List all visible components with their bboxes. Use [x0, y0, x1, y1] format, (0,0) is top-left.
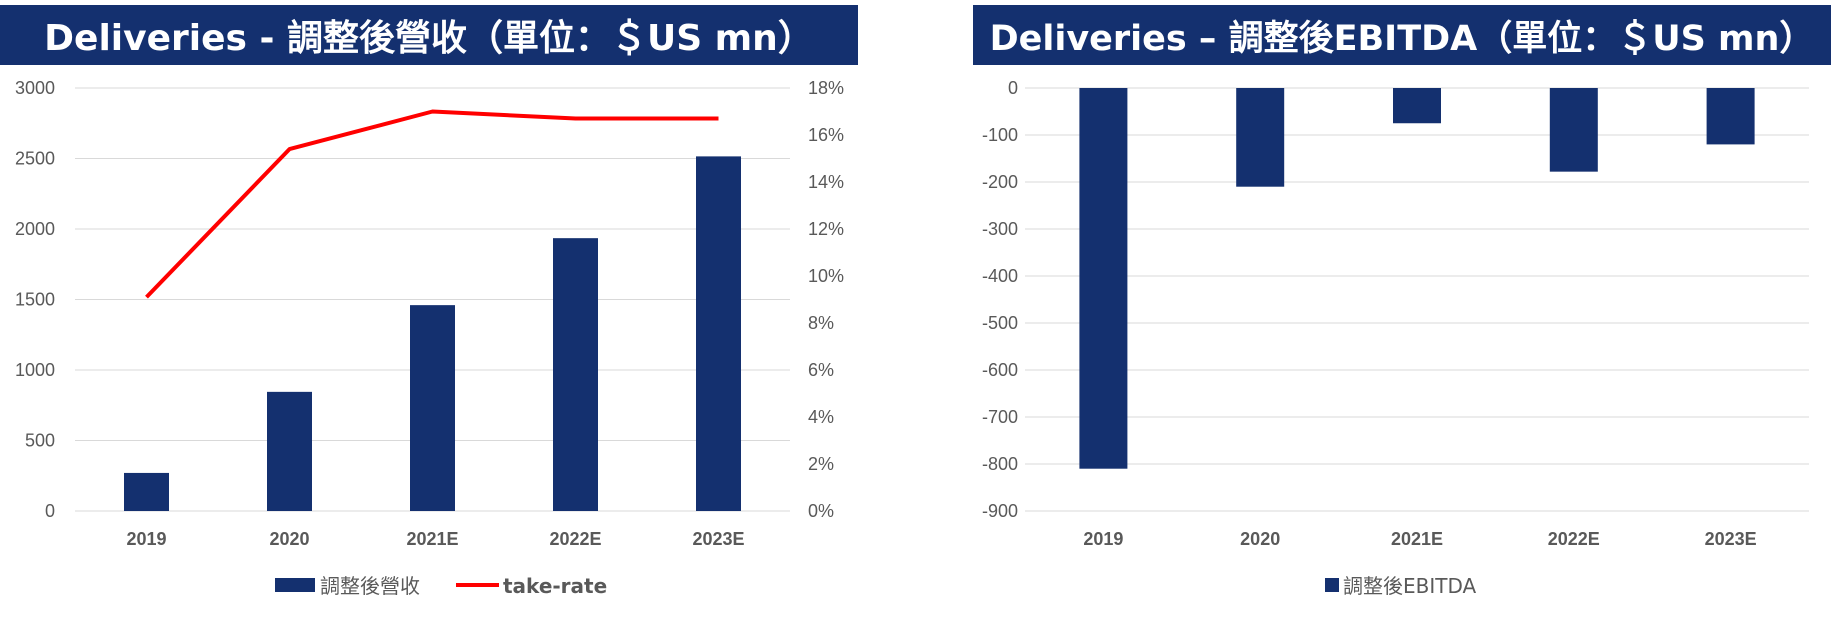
revenue-bar	[124, 472, 169, 511]
legend-label-take-rate: take-rate	[503, 574, 607, 598]
y-tick-label: -300	[982, 219, 1018, 239]
y-tick-label: 0	[1008, 78, 1018, 98]
x-tick-label: 2022E	[1548, 529, 1600, 549]
ebitda-bar	[1549, 88, 1598, 172]
ebitda-bar	[1706, 88, 1755, 145]
y-tick-label: 0	[45, 501, 55, 521]
y-tick-label: -200	[982, 172, 1018, 192]
x-tick-label: 2019	[126, 529, 166, 549]
x-tick-label: 2021E	[406, 529, 458, 549]
ebitda-bar	[1079, 88, 1128, 469]
y-tick-label: -700	[982, 407, 1018, 427]
revenue-bar	[267, 391, 312, 511]
ebitda-bar	[1236, 88, 1285, 187]
revenue-bar	[696, 156, 741, 511]
x-tick-label: 2023E	[1705, 529, 1757, 549]
x-tick-label: 2022E	[549, 529, 601, 549]
y-tick-label: 2000	[15, 219, 55, 239]
y2-tick-label: 18%	[808, 78, 844, 98]
ebitda-chart-title: Deliveries – 調整後EBITDA（單位：＄US mn）	[973, 5, 1831, 65]
y2-tick-label: 0%	[808, 501, 834, 521]
y-tick-label: -800	[982, 454, 1018, 474]
legend-label-revenue: 調整後營收	[320, 574, 420, 598]
ebitda-bar	[1393, 88, 1441, 124]
y-tick-label: 3000	[15, 78, 55, 98]
x-tick-label: 2019	[1083, 529, 1123, 549]
y2-tick-label: 12%	[808, 219, 844, 239]
legend-swatch-ebitda	[1325, 578, 1339, 592]
y-tick-label: -900	[982, 501, 1018, 521]
legend-swatch-revenue	[275, 578, 315, 592]
take-rate-line	[145, 109, 719, 299]
ebitda-chart-panel: Deliveries – 調整後EBITDA（單位：＄US mn） 0 -100 -…	[973, 0, 1831, 617]
ebitda-chart: 0 -100 -200 -300 -400 -500 -600 -700 -800 -900 201…	[982, 78, 1809, 598]
y-tick-label: 1000	[15, 360, 55, 380]
revenue-chart-panel: Deliveries - 調整後營收（單位：＄US mn） 0 500 1000 15…	[0, 0, 860, 617]
y-tick-label: -100	[982, 125, 1018, 145]
y2-tick-label: 10%	[808, 266, 844, 286]
y-tick-label: 500	[25, 431, 55, 451]
y2-tick-label: 16%	[808, 125, 844, 145]
y-tick-label: 1500	[15, 290, 55, 310]
legend-label-ebitda: 調整後EBITDA	[1343, 574, 1477, 598]
x-tick-label: 2023E	[692, 529, 744, 549]
y2-tick-label: 8%	[808, 313, 834, 333]
y2-tick-label: 6%	[808, 360, 834, 380]
x-tick-label: 2020	[269, 529, 309, 549]
x-tick-label: 2021E	[1391, 529, 1443, 549]
y-tick-label: -400	[982, 266, 1018, 286]
y2-tick-label: 2%	[808, 454, 834, 474]
revenue-chart-title: Deliveries - 調整後營收（單位：＄US mn）	[0, 5, 858, 65]
y2-tick-label: 14%	[808, 172, 844, 192]
revenue-bar	[410, 305, 455, 511]
y2-tick-label: 4%	[808, 407, 834, 427]
revenue-bar	[553, 238, 598, 512]
y-tick-label: -600	[982, 360, 1018, 380]
y-tick-label: 2500	[15, 149, 55, 169]
x-tick-label: 2020	[1240, 529, 1280, 549]
y-tick-label: -500	[982, 313, 1018, 333]
revenue-chart: 0 500 1000 1500 2000 2500 3000 0% 2% 4% 6% 8% 10% 12%…	[15, 78, 844, 598]
